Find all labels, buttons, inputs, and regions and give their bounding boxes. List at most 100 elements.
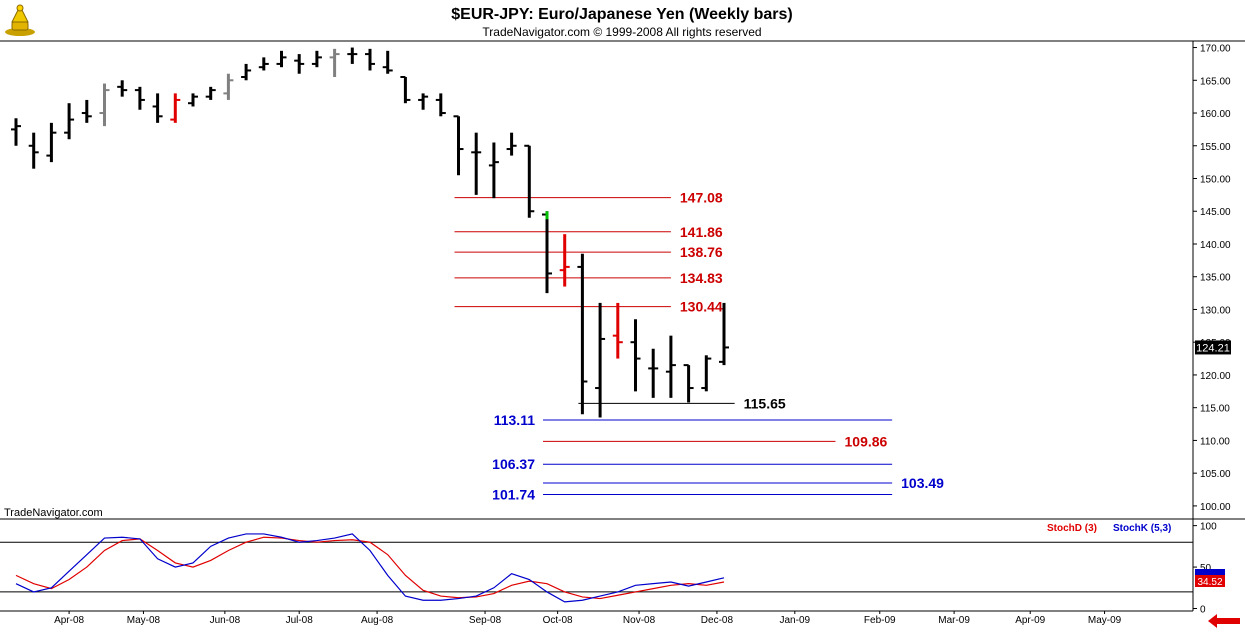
- scroll-left-arrow-icon[interactable]: [1208, 614, 1240, 628]
- level-label: 130.44: [680, 299, 723, 315]
- price-bar: [435, 93, 446, 117]
- price-bar: [719, 302, 729, 366]
- price-bar: [64, 103, 75, 140]
- price-bar: [418, 93, 429, 110]
- stochastic-value-tag: 34.52: [1195, 569, 1225, 588]
- price-bar: [241, 63, 252, 81]
- price-bar: [205, 86, 216, 100]
- level-label: 113.11: [494, 412, 535, 428]
- fibonacci-levels: 147.08 141.86 138.76 134.83 130.44 115.65 113.…: [454, 190, 944, 503]
- x-tick-label: Jan-09: [780, 615, 811, 626]
- x-tick-label: Jul-08: [286, 615, 314, 626]
- y-tick-label: 135.00: [1200, 273, 1231, 284]
- y-tick-label: 115.00: [1200, 404, 1230, 415]
- price-bar: [276, 50, 287, 68]
- price-bar: [188, 93, 198, 107]
- level-label: 147.08: [680, 190, 723, 206]
- current-price-tag: 124.21: [1195, 340, 1231, 355]
- stochastic-value-label: 34.52: [1197, 577, 1222, 588]
- stochd-legend: StochD (3): [1047, 523, 1097, 534]
- price-bar: [630, 319, 641, 392]
- y-tick-label: 105.00: [1200, 469, 1231, 480]
- level-label: 115.65: [744, 395, 786, 411]
- price-bar: [542, 211, 552, 294]
- price-bar: [559, 234, 570, 287]
- price-bar: [577, 253, 588, 415]
- price-bar: [488, 142, 499, 199]
- price-bar: [258, 57, 269, 71]
- price-bar: [524, 144, 535, 218]
- price-bar: [28, 132, 39, 169]
- current-price-label: 124.21: [1196, 342, 1230, 354]
- price-bar: [665, 335, 676, 398]
- x-tick-label: May-08: [127, 615, 161, 626]
- y-tick-label: 50: [1200, 563, 1212, 574]
- y-tick-label: 100: [1200, 522, 1217, 533]
- x-tick-label: Nov-08: [623, 615, 656, 626]
- price-bar: [506, 132, 517, 156]
- price-bar: [400, 76, 411, 104]
- stochastic-panel: [0, 519, 1194, 612]
- y-tick-label: 160.00: [1200, 109, 1231, 120]
- price-bars: [11, 47, 729, 418]
- level-label: 106.37: [492, 456, 535, 472]
- price-bar: [46, 122, 57, 163]
- price-bar: [81, 99, 92, 123]
- price-bar: [347, 47, 358, 64]
- stochk-line: [15, 533, 725, 603]
- tradenavigator-logo-icon: [5, 4, 35, 36]
- price-bar: [152, 93, 163, 123]
- stochastic-reference-lines: [0, 541, 1193, 593]
- level-label: 103.49: [901, 475, 944, 491]
- stochastic-lines: [15, 533, 725, 603]
- x-tick-label: Apr-08: [54, 615, 84, 626]
- y-tick-label: 100.00: [1200, 502, 1231, 513]
- level-label: 138.76: [680, 244, 723, 260]
- stochd-line: [15, 536, 725, 600]
- y-tick-label: 170.00: [1200, 44, 1231, 55]
- level-label: 101.74: [492, 487, 535, 503]
- copyright-text: TradeNavigator.com © 1999-2008 All right…: [482, 25, 761, 39]
- stochastic-y-axis: 100 50 0: [1193, 522, 1217, 616]
- price-bar: [612, 302, 623, 359]
- x-tick-label: Apr-09: [1015, 615, 1045, 626]
- chart-title: $EUR-JPY: Euro/Japanese Yen (Weekly bars…: [451, 6, 792, 23]
- x-tick-label: Feb-09: [864, 615, 896, 626]
- x-tick-label: Oct-08: [543, 615, 573, 626]
- level-label: 134.83: [680, 270, 723, 286]
- price-bar: [170, 93, 181, 123]
- price-bar: [382, 50, 393, 74]
- price-bar: [294, 54, 305, 74]
- price-bar: [117, 80, 128, 97]
- y-tick-label: 150.00: [1200, 175, 1231, 186]
- price-bar: [99, 83, 110, 127]
- y-tick-label: 155.00: [1200, 142, 1231, 153]
- price-bar: [453, 115, 464, 176]
- x-tick-label: Sep-08: [469, 615, 502, 626]
- price-bar: [329, 48, 340, 78]
- y-tick-label: 165.00: [1200, 76, 1231, 87]
- stochk-legend: StochK (5,3): [1113, 523, 1171, 534]
- y-tick-label: 140.00: [1200, 240, 1231, 251]
- y-tick-label: 110.00: [1200, 436, 1230, 447]
- price-bar: [223, 73, 234, 100]
- y-tick-label: 0: [1200, 605, 1206, 616]
- x-tick-label: May-09: [1088, 615, 1122, 626]
- date-x-axis: Apr-08 May-08 Jun-08 Jul-08 Aug-08 Sep-08 Oct-…: [54, 611, 1122, 626]
- level-label: 109.86: [845, 433, 888, 449]
- y-tick-label: 120.00: [1200, 371, 1231, 382]
- price-bar: [365, 48, 375, 71]
- level-label: 141.86: [680, 224, 723, 240]
- price-bar: [595, 302, 606, 418]
- price-panel: [0, 40, 1245, 520]
- price-bar: [683, 364, 694, 403]
- price-bar: [648, 348, 659, 398]
- price-bar: [11, 118, 21, 146]
- price-bar: [311, 50, 322, 68]
- y-tick-label: 130.00: [1200, 305, 1231, 316]
- price-bar: [471, 132, 482, 195]
- x-tick-label: Aug-08: [361, 615, 394, 626]
- price-bar: [134, 86, 145, 110]
